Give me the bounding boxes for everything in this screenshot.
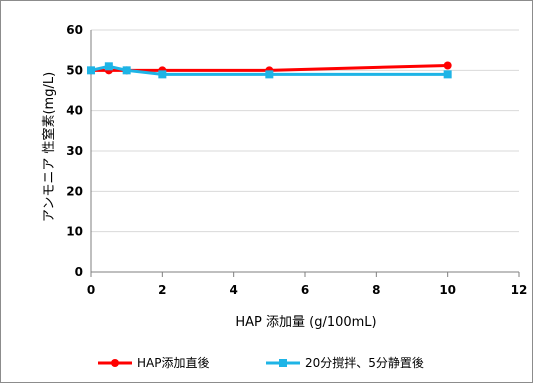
x-tick-label-12: 12	[511, 283, 528, 297]
series-2-point-3	[122, 66, 131, 75]
y-tick-label-0: 0	[75, 265, 83, 279]
x-tick-label-2: 2	[158, 283, 166, 297]
y-tick-label-40: 40	[66, 104, 83, 118]
x-tick-label-8: 8	[372, 283, 380, 297]
series-layer	[87, 61, 452, 79]
y-tick-label-50: 50	[66, 63, 83, 77]
gridlines	[91, 29, 519, 233]
legend-marker-1	[111, 359, 119, 367]
y-tick-label-10: 10	[66, 225, 83, 239]
series-2-point-5	[265, 70, 274, 79]
x-tick-label-6: 6	[301, 283, 309, 297]
y-tick-label-60: 60	[66, 23, 83, 37]
x-tick-label-10: 10	[439, 283, 456, 297]
series-2-point-2	[104, 62, 113, 71]
legend-label-1: HAP添加直後	[137, 356, 209, 370]
y-tick-label-20: 20	[66, 184, 83, 198]
y-axis-title: アンモニア 性窒素(mg/L)	[41, 72, 57, 222]
series-2-point-6	[443, 70, 452, 79]
axes	[90, 30, 520, 277]
series-2	[87, 62, 452, 79]
y-tick-label-30: 30	[66, 144, 83, 158]
legend: HAP添加直後 20分撹拌、5分静置後	[98, 355, 424, 370]
series-1-point-6	[443, 61, 452, 70]
legend-marker-2	[279, 359, 287, 367]
legend-label-2: 20分撹拌、5分静置後	[305, 355, 424, 370]
x-tick-labels: 0 2 4 6 8 10 12	[87, 283, 528, 297]
x-axis-title: HAP 添加量 (g/100mL)	[235, 315, 376, 330]
series-2-point-1	[87, 66, 95, 75]
series-2-point-4	[158, 70, 167, 79]
x-tick-label-4: 4	[229, 283, 237, 297]
y-tick-labels: 0 10 20 30 40 50 60	[66, 23, 83, 279]
x-tick-label-0: 0	[87, 283, 95, 297]
